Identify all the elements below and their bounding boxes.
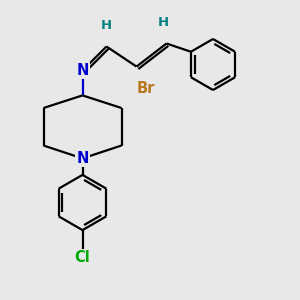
Text: H: H xyxy=(101,19,112,32)
Text: Br: Br xyxy=(136,81,155,96)
Text: N: N xyxy=(76,63,89,78)
Text: H: H xyxy=(158,16,169,29)
Text: Cl: Cl xyxy=(75,250,90,265)
Text: N: N xyxy=(76,151,89,166)
